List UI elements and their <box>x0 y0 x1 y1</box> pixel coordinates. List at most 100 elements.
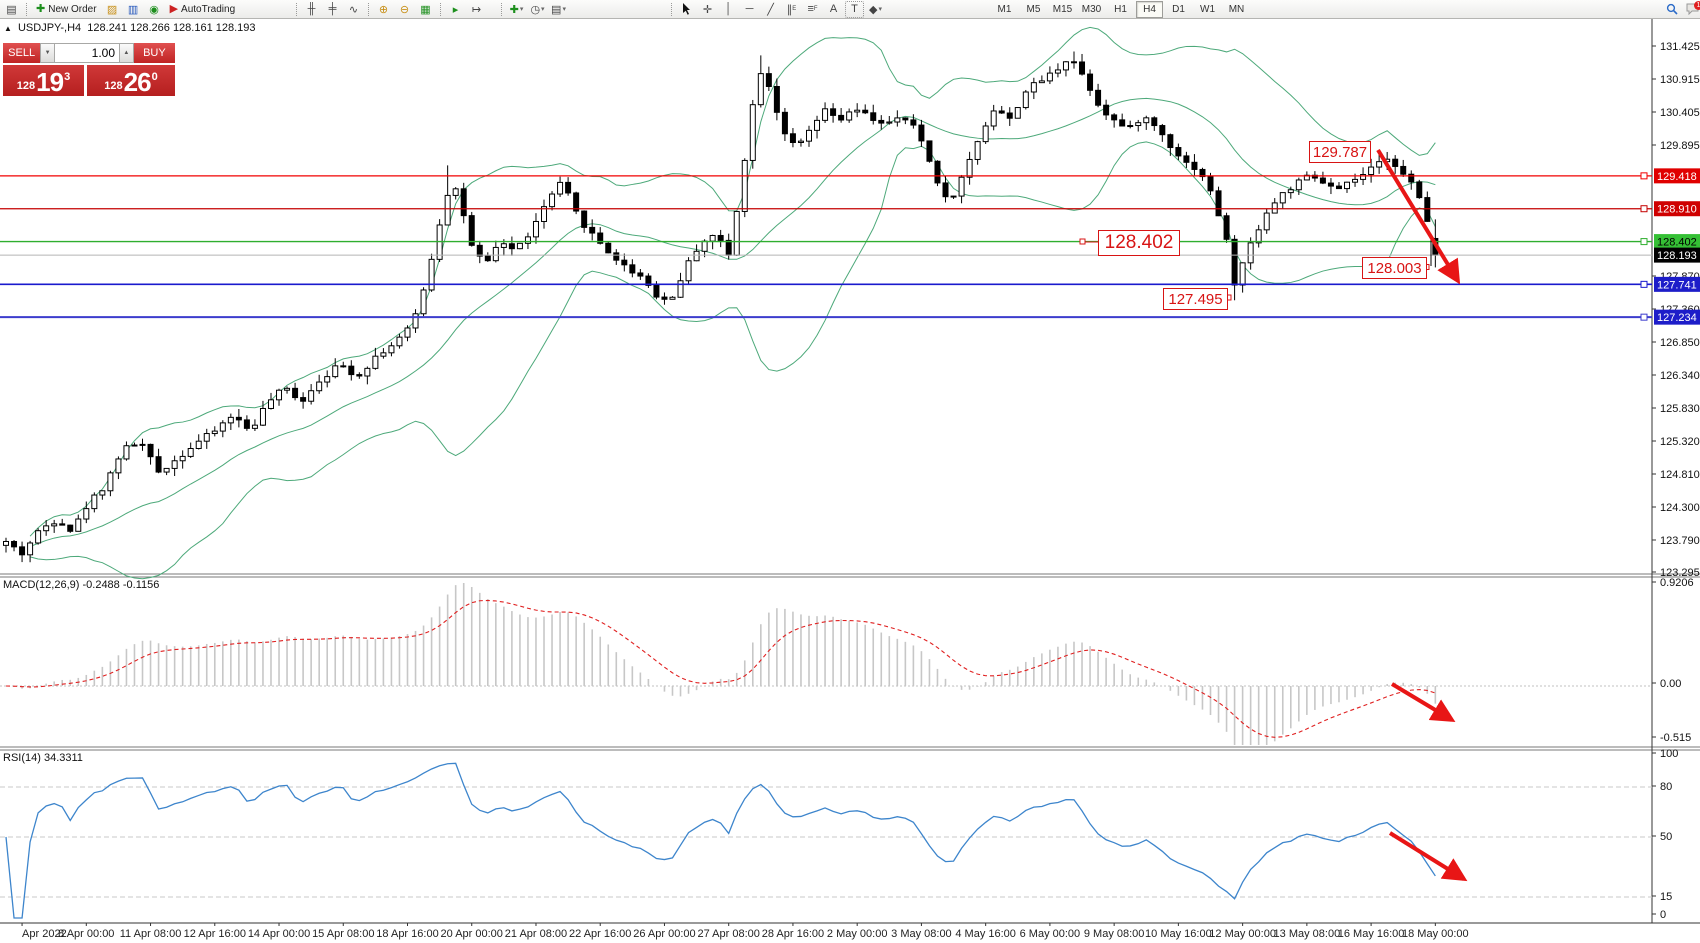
timeframe-w1[interactable]: W1 <box>1200 3 1215 15</box>
volume-increase-button[interactable]: ▲ <box>119 43 134 63</box>
auto-scroll-icon[interactable]: ▸ <box>452 3 459 16</box>
timeframe-m5[interactable]: M5 <box>1026 3 1041 15</box>
candlestick-chart-icon[interactable]: ╪ <box>328 3 337 15</box>
x-tick-label: 20 Apr 00:00 <box>441 928 503 940</box>
candle-body <box>741 159 748 212</box>
bar-chart-icon[interactable]: ╫ <box>307 3 316 15</box>
candle-body <box>1319 177 1326 184</box>
macd-scale-label: 0.00 <box>1660 678 1681 690</box>
arrows-tool-icon[interactable]: ◆ ▾ <box>869 3 882 16</box>
crosshair-tool-icon[interactable]: ✛ <box>702 3 713 16</box>
autotrading-button[interactable]: ▶ AutoTrading <box>169 2 236 15</box>
add-indicator-icon[interactable]: ✚ ▾ <box>509 3 524 16</box>
volume-decrease-button[interactable]: ▼ <box>40 43 56 63</box>
x-tick-label: 28 Apr 16:00 <box>762 928 824 940</box>
new-order-button[interactable]: ✚ New Order <box>36 2 97 15</box>
buy-button[interactable]: BUY <box>133 43 175 63</box>
candle-body <box>267 399 274 409</box>
line-chart-icon[interactable]: ∿ <box>348 3 359 16</box>
candle-body <box>669 296 676 300</box>
macd-scale-label: 0.9206 <box>1660 577 1694 589</box>
price-line-handle <box>1640 205 1648 213</box>
candle-body <box>998 110 1005 114</box>
candle-body <box>1352 178 1359 183</box>
trend-arrow <box>1376 148 1461 285</box>
candle-body <box>476 244 483 257</box>
styler-icon[interactable]: ▨ <box>106 3 118 16</box>
vertical-line-tool-icon[interactable]: │ <box>725 3 732 15</box>
fibonacci-tool-icon[interactable]: ≡ F <box>807 3 818 15</box>
candle-body <box>364 367 371 377</box>
volume-input[interactable] <box>55 43 120 63</box>
price-badge <box>1654 247 1700 263</box>
periods-icon[interactable]: ◷ ▾ <box>530 3 545 16</box>
candle-body <box>1231 238 1238 286</box>
templates-icon[interactable]: ▤ ▾ <box>551 3 566 16</box>
y-tick-label: 125.830 <box>1660 403 1700 415</box>
x-tick-label: 12 Apr 16:00 <box>184 928 246 940</box>
timeframe-m30[interactable]: M30 <box>1081 3 1102 15</box>
cursor-tool-icon[interactable] <box>677 1 696 18</box>
candle-body <box>1151 117 1158 127</box>
horizontal-line-tool-icon[interactable]: ─ <box>745 3 754 15</box>
sell-button[interactable]: SELL <box>3 43 41 63</box>
candle-body <box>468 215 475 246</box>
price-callout: 129.787 <box>1309 141 1371 163</box>
callout-connector <box>1079 238 1086 245</box>
profiles-icon[interactable]: ▥ <box>127 3 139 16</box>
y-tick-label: 125.320 <box>1660 436 1700 448</box>
buy-price-display[interactable]: 128 26 0 <box>87 65 175 96</box>
candle-body <box>27 542 34 556</box>
text-label-tool-icon[interactable]: T <box>845 0 864 18</box>
timeframe-h4[interactable]: H4 <box>1136 0 1163 18</box>
notifications-icon[interactable]: 1 <box>1683 0 1700 18</box>
candle-body <box>259 407 266 426</box>
trendline-tool-icon[interactable]: ╱ <box>767 3 774 16</box>
candle-body <box>356 374 363 377</box>
candle-body <box>1127 125 1134 128</box>
timeframe-m15[interactable]: M15 <box>1052 3 1073 15</box>
zoom-in-icon[interactable]: ⊕ <box>378 3 389 16</box>
x-tick-label: Apr 2022 <box>22 928 67 940</box>
new-order-icon: ✚ <box>36 2 46 15</box>
candle-body <box>187 447 194 457</box>
x-tick-label: 18 May 00:00 <box>1402 928 1469 940</box>
search-icon[interactable] <box>1662 1 1681 18</box>
chart-shift-icon[interactable]: ↦ <box>471 3 482 16</box>
timeframe-m1[interactable]: M1 <box>997 3 1012 15</box>
chart-title: ▲ USDJPY-,H4 128.241 128.266 128.161 128… <box>4 22 256 34</box>
candle-body <box>1006 112 1013 119</box>
text-tool-icon[interactable]: A <box>829 3 838 15</box>
candle-body <box>1183 155 1190 163</box>
candle-body <box>950 195 957 198</box>
candle-body <box>179 455 186 462</box>
candle-body <box>131 444 138 447</box>
zoom-out-icon[interactable]: ⊖ <box>399 3 410 16</box>
signals-icon[interactable]: ◉ <box>149 3 159 16</box>
candle-body <box>725 239 732 256</box>
candle-body <box>1207 176 1214 192</box>
bollinger-lower-band <box>29 141 1436 580</box>
candle-body <box>854 109 861 113</box>
candle-body <box>380 352 387 357</box>
timeframe-mn[interactable]: MN <box>1228 3 1245 15</box>
timeframe-d1[interactable]: D1 <box>1172 3 1185 15</box>
candle-body <box>1263 212 1270 231</box>
candle-body <box>1199 168 1206 178</box>
tile-windows-icon[interactable]: ▦ <box>420 3 431 16</box>
candle-body <box>444 194 451 226</box>
candle-body <box>1191 161 1198 170</box>
timeframe-h1[interactable]: H1 <box>1114 3 1127 15</box>
candle-body <box>203 433 210 442</box>
candle-body <box>1360 174 1367 180</box>
candle-body <box>19 546 26 556</box>
rsi-scale-label: 100 <box>1660 748 1678 760</box>
candle-body <box>846 111 853 121</box>
candle-body <box>516 242 523 250</box>
sell-price-display[interactable]: 128 19 3 <box>3 65 84 96</box>
channel-tool-icon[interactable]: ∥ E <box>786 3 797 16</box>
candle-body <box>1223 215 1230 240</box>
price-callout: 128.402 <box>1098 230 1180 256</box>
y-tick-label: 131.425 <box>1660 41 1700 53</box>
candle-body <box>581 210 588 228</box>
